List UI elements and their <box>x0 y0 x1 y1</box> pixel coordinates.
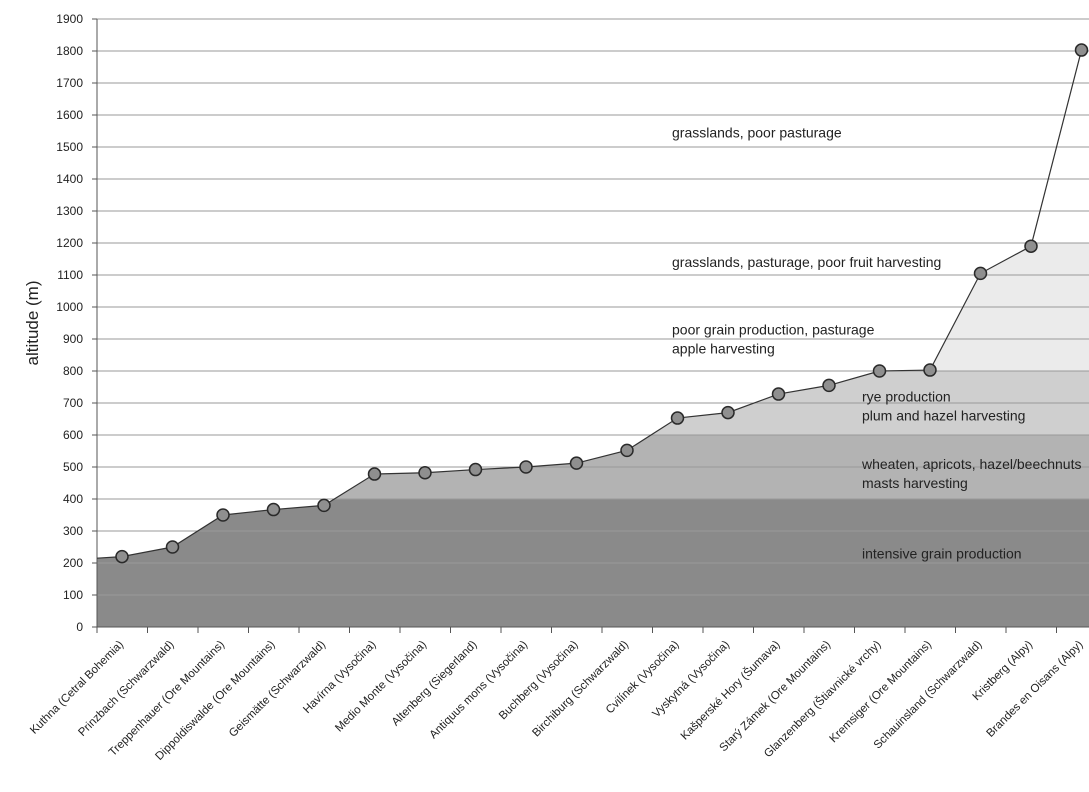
data-point <box>216 508 230 522</box>
y-tick-label: 500 <box>63 460 83 474</box>
x-category-label: Schauinsland (Schwarzwald) <box>872 639 985 752</box>
y-tick-label: 1700 <box>56 76 83 90</box>
x-category-label: Kremsiger (Ore Mountains) <box>828 639 935 746</box>
data-point <box>569 456 584 470</box>
y-tick-label: 200 <box>63 556 83 570</box>
x-category-label: Starý Zámek (Ore Mountains) <box>718 639 834 755</box>
x-category-label: Prinzbach (Schwarzwald) <box>76 639 176 739</box>
y-tick-label: 800 <box>63 364 83 378</box>
y-tick-label: 0 <box>76 620 83 634</box>
zone-label: wheaten, apricots, hazel/beechnuts <box>861 456 1081 472</box>
zone-label: masts harvesting <box>862 475 968 491</box>
y-tick-label: 1300 <box>56 204 83 218</box>
data-point <box>418 466 432 480</box>
zone-label: plum and hazel harvesting <box>862 408 1025 424</box>
y-axis-title: altitude (m) <box>23 280 42 365</box>
x-category-label: Geismätte (Schwarzwald) <box>227 639 328 740</box>
zone-label: apple harvesting <box>672 340 775 356</box>
x-category-label: Antiquus mons (Vysočina) <box>427 639 530 742</box>
x-category-label: Kuthna (Cetral Bohemia) <box>28 639 126 737</box>
zone-label: rye production <box>862 389 951 405</box>
data-point <box>822 378 836 393</box>
zone-label: grasslands, pasturage, poor fruit harves… <box>672 254 941 270</box>
data-point <box>519 460 533 474</box>
y-tick-label: 1900 <box>56 12 83 26</box>
zone-label: intensive grain production <box>862 545 1022 561</box>
y-tick-label: 1800 <box>56 44 83 58</box>
y-tick-label: 600 <box>63 428 83 442</box>
data-point <box>1024 239 1038 253</box>
y-tick-label: 1400 <box>56 172 83 186</box>
y-tick-label: 900 <box>63 332 83 346</box>
y-tick-label: 1600 <box>56 108 83 122</box>
data-point <box>923 363 937 377</box>
y-tick-label: 300 <box>63 524 83 538</box>
data-point <box>872 364 887 378</box>
data-point <box>721 405 735 420</box>
data-point <box>1074 43 1089 57</box>
zone-label: poor grain production, pasturage <box>672 321 875 337</box>
y-tick-label: 1000 <box>56 300 83 314</box>
data-point <box>620 443 634 458</box>
x-category-label: Brandes en Oisans (Alpy) <box>984 639 1085 740</box>
data-point <box>266 502 281 517</box>
x-category-label: Kašperské Hory (Šumava) <box>678 638 783 743</box>
x-category-label: Altenberg (Siegerland) <box>390 639 480 729</box>
data-point <box>165 540 180 554</box>
y-tick-label: 400 <box>63 492 83 506</box>
data-point <box>771 387 786 401</box>
y-tick-label: 1100 <box>57 268 83 282</box>
data-point <box>973 266 988 281</box>
y-tick-label: 1500 <box>56 140 83 154</box>
y-tick-label: 1200 <box>56 236 83 250</box>
x-category-label: Birchiburg (Schwarzwald) <box>530 639 631 740</box>
zone-label: grasslands, poor pasturage <box>672 125 842 141</box>
y-tick-label: 700 <box>63 396 83 410</box>
x-category-label: Medio Monte (Vysočina) <box>333 639 429 735</box>
data-point <box>367 467 382 481</box>
data-point <box>317 498 331 513</box>
data-point <box>670 411 685 425</box>
data-point <box>115 549 129 564</box>
y-tick-label: 100 <box>63 588 83 602</box>
data-point <box>468 462 483 477</box>
